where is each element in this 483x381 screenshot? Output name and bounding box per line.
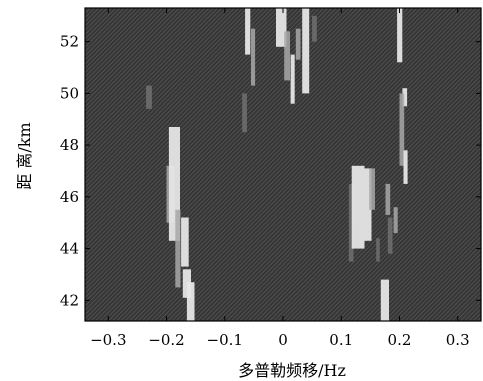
echo-mark-8 bbox=[245, 8, 251, 55]
x-tick-label: −0.2 bbox=[148, 331, 184, 349]
echo-mark-11 bbox=[284, 31, 290, 81]
y-tick-label: 52 bbox=[60, 33, 79, 51]
echo-mark-13 bbox=[295, 28, 301, 60]
echo-mark-16 bbox=[348, 183, 354, 262]
y-tick-label: 50 bbox=[60, 84, 79, 102]
echo-mark-12 bbox=[290, 54, 295, 104]
echo-mark-6 bbox=[186, 282, 195, 321]
echo-mark-19 bbox=[369, 168, 375, 210]
echo-mark-22 bbox=[385, 183, 391, 215]
echo-mark-18 bbox=[364, 168, 372, 241]
x-axis-label: 多普勒频移/Hz bbox=[238, 361, 346, 380]
x-tick-label: −0.3 bbox=[90, 331, 126, 349]
plot-background bbox=[85, 8, 481, 321]
echo-mark-10 bbox=[276, 8, 287, 47]
x-tick-label: 0 bbox=[278, 331, 288, 349]
x-tick-label: 0.2 bbox=[388, 331, 412, 349]
echo-mark-17 bbox=[351, 165, 365, 249]
echo-layer bbox=[146, 8, 408, 321]
plot-area bbox=[85, 8, 481, 321]
echo-mark-0 bbox=[146, 85, 152, 109]
echo-mark-7 bbox=[242, 93, 247, 133]
echo-mark-14 bbox=[302, 8, 310, 94]
echo-mark-25 bbox=[397, 8, 403, 63]
y-tick-label: 44 bbox=[60, 240, 79, 258]
x-axis-ticks: −0.3 −0.2 −0.1 0 0.1 0.2 0.3 bbox=[90, 8, 470, 349]
echo-mark-4 bbox=[181, 217, 189, 267]
echo-mark-20 bbox=[376, 238, 380, 262]
echo-mark-15 bbox=[312, 15, 317, 42]
echo-mark-26 bbox=[402, 88, 408, 107]
echo-mark-9 bbox=[251, 28, 256, 86]
y-tick-label: 42 bbox=[60, 291, 79, 309]
y-tick-label: 46 bbox=[60, 188, 79, 206]
y-axis-label: 距 离/km bbox=[15, 122, 34, 189]
echo-mark-23 bbox=[387, 217, 393, 254]
echo-mark-3 bbox=[175, 209, 181, 288]
y-tick-label: 48 bbox=[60, 136, 79, 154]
echo-mark-2 bbox=[168, 127, 180, 241]
echo-mark-27 bbox=[399, 93, 405, 166]
x-tick-label: 0.1 bbox=[329, 331, 353, 349]
y-axis-ticks: 42 44 46 48 50 52 bbox=[60, 33, 481, 309]
echo-mark-21 bbox=[380, 279, 389, 321]
echo-mark-28 bbox=[403, 150, 408, 184]
x-tick-label: −0.1 bbox=[207, 331, 243, 349]
x-tick-label: 0.3 bbox=[446, 331, 470, 349]
echo-mark-24 bbox=[393, 207, 398, 234]
